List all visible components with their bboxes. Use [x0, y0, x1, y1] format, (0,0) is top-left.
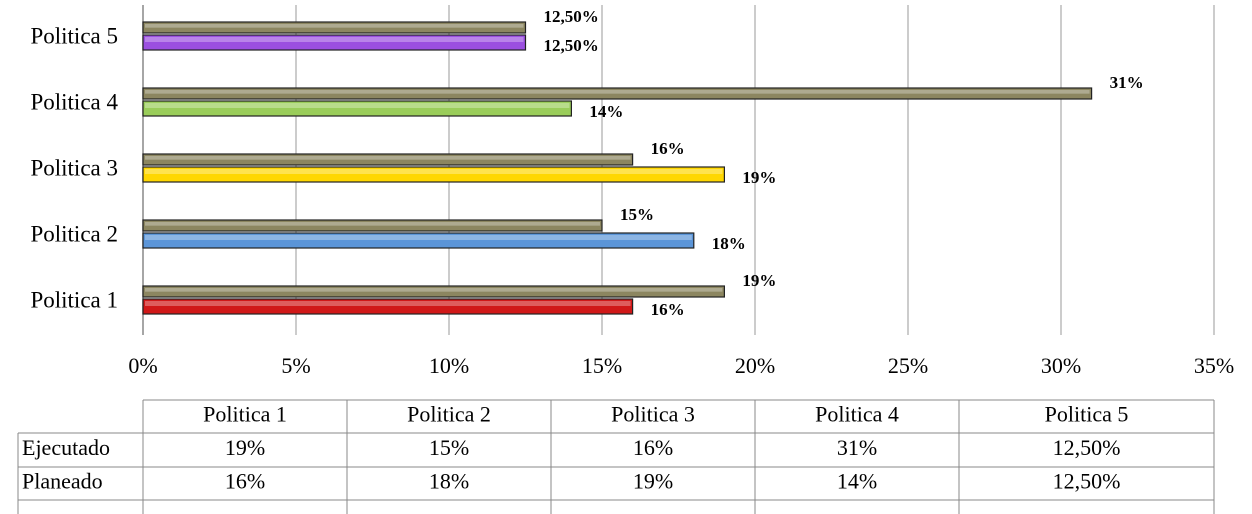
- x-tick-label: 0%: [128, 353, 157, 378]
- y-tick-label: Politica 5: [30, 23, 118, 48]
- table-cell: 15%: [429, 435, 469, 460]
- bar: [142, 298, 634, 315]
- bar-highlight: [145, 288, 723, 292]
- bar: [142, 285, 726, 298]
- bar: [142, 100, 572, 117]
- data-label: 12,50%: [544, 7, 599, 26]
- table-cell: 16%: [633, 435, 673, 460]
- bar-highlight: [145, 156, 631, 160]
- table-header: Politica 4: [815, 402, 899, 427]
- bar-highlight: [145, 169, 723, 174]
- table-header: Politica 5: [1045, 402, 1129, 427]
- bar-highlight: [145, 37, 524, 42]
- bar-highlight: [145, 103, 570, 108]
- x-tick-label: 10%: [429, 353, 469, 378]
- bar-highlight: [145, 301, 631, 306]
- y-tick-label: Politica 3: [30, 155, 118, 180]
- data-label: 14%: [589, 102, 623, 121]
- data-label: 16%: [651, 300, 685, 319]
- x-tick-label: 20%: [735, 353, 775, 378]
- y-tick-label: Politica 2: [30, 221, 118, 246]
- bar: [142, 34, 527, 51]
- table-cell: 19%: [225, 435, 265, 460]
- y-tick-label: Politica 1: [30, 287, 118, 312]
- table-header: Politica 3: [611, 402, 695, 427]
- data-label: 19%: [742, 168, 776, 187]
- bar: [142, 166, 726, 183]
- table-header: Politica 1: [203, 402, 287, 427]
- y-tick-label: Politica 4: [30, 89, 118, 114]
- bar: [142, 153, 634, 166]
- data-label: 16%: [651, 139, 685, 158]
- bar: [142, 21, 527, 34]
- x-tick-label: 35%: [1194, 353, 1234, 378]
- bar: [142, 87, 1093, 100]
- table-cell: 14%: [837, 469, 877, 494]
- table-row-header: Planeado: [22, 469, 103, 494]
- x-tick-label: 30%: [1041, 353, 1081, 378]
- bar: [142, 232, 695, 249]
- x-tick-label: 15%: [582, 353, 622, 378]
- bar-highlight: [145, 90, 1090, 94]
- data-label: 12,50%: [544, 36, 599, 55]
- table-cell: 18%: [429, 469, 469, 494]
- table-cell: 12,50%: [1053, 435, 1121, 460]
- bar-highlight: [145, 24, 524, 28]
- data-label: 31%: [1110, 73, 1144, 92]
- table-cell: 16%: [225, 469, 265, 494]
- bar-highlight: [145, 235, 692, 240]
- data-label: 15%: [620, 205, 654, 224]
- table-cell: 31%: [837, 435, 877, 460]
- x-tick-label: 25%: [888, 353, 928, 378]
- data-label: 18%: [712, 234, 746, 253]
- bar: [142, 219, 603, 232]
- bar-highlight: [145, 222, 600, 226]
- table-cell: 12,50%: [1053, 469, 1121, 494]
- table-header: Politica 2: [407, 402, 491, 427]
- data-label: 19%: [742, 271, 776, 290]
- table-row-header: Ejecutado: [22, 435, 110, 460]
- x-tick-label: 5%: [281, 353, 310, 378]
- table-cell: 19%: [633, 469, 673, 494]
